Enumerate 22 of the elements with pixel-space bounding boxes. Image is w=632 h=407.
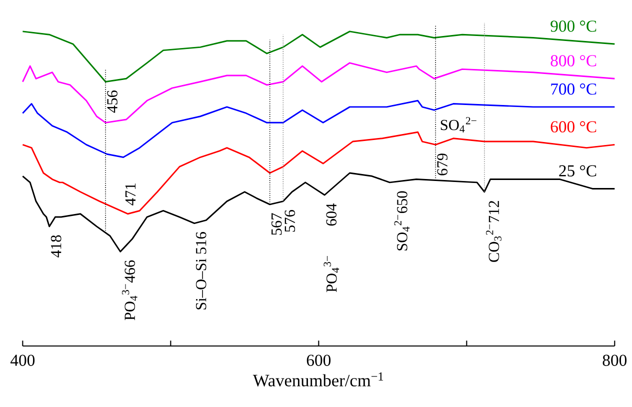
annotation: 471 — [125, 184, 136, 206]
series-label: 800 °C — [550, 55, 596, 66]
x-tick-label: 400 — [10, 354, 35, 366]
annotation: 679 — [437, 154, 448, 176]
annotation: 418 — [50, 235, 62, 258]
series-label: 900 °C — [550, 20, 596, 32]
annotation: 576 — [284, 210, 296, 232]
x-tick-label: 800 — [602, 354, 627, 366]
annotation: PO$_{4}$3− — [324, 256, 340, 292]
annotation: SO$_{4}$2− — [440, 117, 476, 132]
annotation: 567 — [271, 213, 282, 235]
annotation: PO$_{4}$$^{3−}$466 — [122, 260, 138, 320]
annotation: 604 — [326, 204, 337, 226]
annotation: CO$_{3}$$^{2−}$712 — [486, 200, 502, 262]
annotation: SO$_{4}$$^{2−}$650 — [394, 191, 410, 250]
x-tick-label: 600 — [306, 354, 331, 366]
x-axis-title: Wavenumber/cm$^{−1}$ — [252, 372, 384, 387]
series-label: 700 °C — [551, 83, 596, 95]
series-label: 25 °C — [559, 165, 596, 176]
annotation: 456 — [107, 90, 118, 113]
annotation: Si–O–Si 516 — [196, 232, 206, 310]
series-label: 600 °C — [550, 121, 596, 132]
